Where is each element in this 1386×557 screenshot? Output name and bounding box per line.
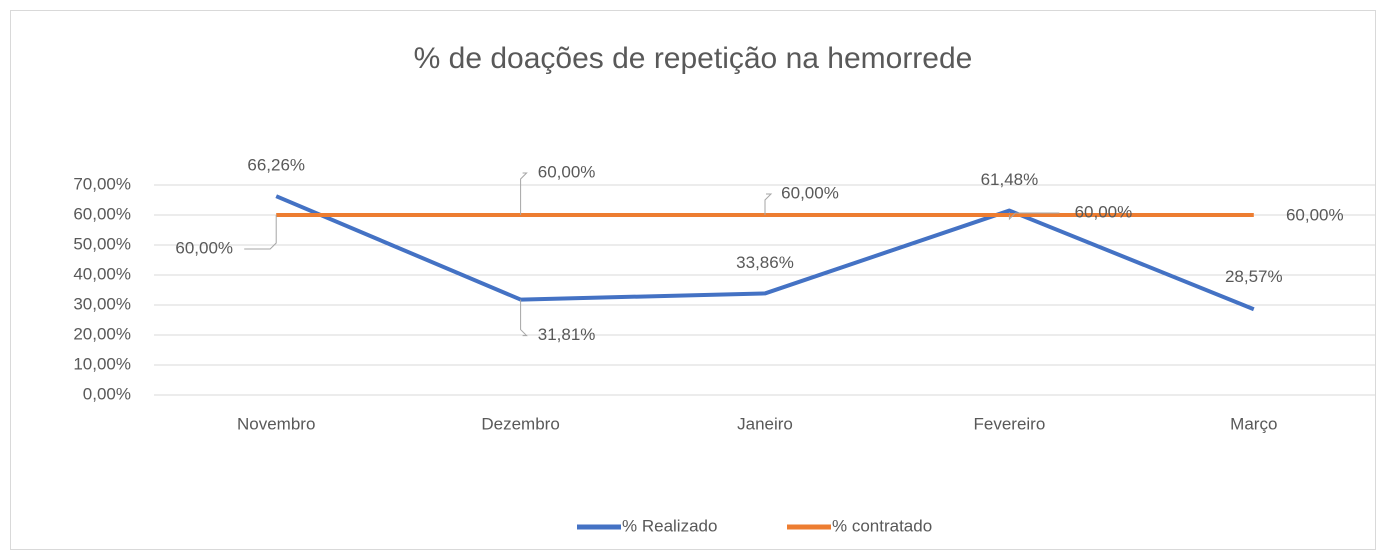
leader-line <box>244 215 277 250</box>
data-label: 60,00% <box>175 238 233 257</box>
x-tick-label: Dezembro <box>481 414 559 433</box>
x-tick-label: Fevereiro <box>973 414 1045 433</box>
y-tick-label: 20,00% <box>73 324 131 343</box>
series-line <box>275 194 1255 312</box>
data-label: 60,00% <box>1286 205 1344 224</box>
legend-label: % contratado <box>832 516 932 535</box>
leader-line <box>520 299 528 337</box>
data-label: 31,81% <box>538 325 596 344</box>
x-tick-label: Janeiro <box>737 414 793 433</box>
chart-border <box>10 10 1376 550</box>
y-tick-label: 60,00% <box>73 204 131 223</box>
chart-title: % de doações de repetição na hemorrede <box>414 42 973 75</box>
data-label: 60,00% <box>538 162 596 181</box>
data-label: 28,57% <box>1225 267 1283 286</box>
y-tick-label: 0,00% <box>83 384 131 403</box>
legend-label: % Realizado <box>622 516 717 535</box>
x-tick-label: Março <box>1230 414 1277 433</box>
x-tick-label: Novembro <box>237 414 315 433</box>
y-tick-label: 40,00% <box>73 264 131 283</box>
y-tick-label: 10,00% <box>73 354 131 373</box>
data-label: 33,86% <box>736 253 794 272</box>
y-tick-label: 30,00% <box>73 294 131 313</box>
leader-line <box>520 172 528 215</box>
leader-line <box>764 193 773 215</box>
data-label: 66,26% <box>247 156 305 175</box>
data-label: 60,00% <box>1075 202 1133 221</box>
data-label: 60,00% <box>781 183 839 202</box>
leader-line <box>1008 212 1060 221</box>
y-tick-label: 50,00% <box>73 234 131 253</box>
y-tick-label: 70,00% <box>73 174 131 193</box>
data-label: 61,48% <box>981 170 1039 189</box>
